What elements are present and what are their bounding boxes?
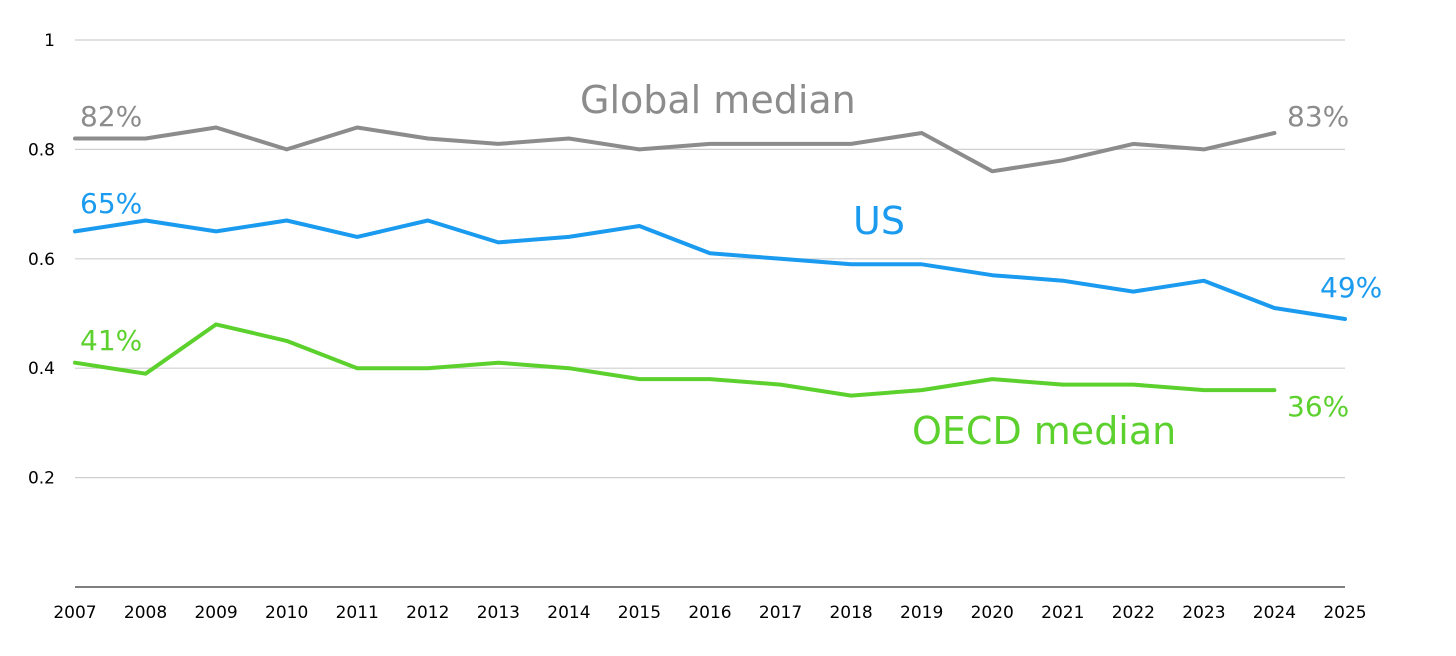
series-line-0	[73, 125, 1277, 174]
end-label-global: 83%	[1287, 100, 1349, 133]
x-tick-label: 2007	[53, 603, 96, 623]
series-name-oecd: OECD median	[912, 409, 1176, 453]
x-tick-label: 2017	[759, 603, 802, 623]
x-tick-label: 2025	[1323, 603, 1366, 623]
series-labels: Global median US OECD median 82% 83% 65%…	[80, 78, 1382, 453]
y-tick-label: 0.2	[28, 469, 55, 489]
series-line-1	[73, 218, 1347, 321]
x-tick-label: 2022	[1112, 603, 1155, 623]
series-name-global: Global median	[580, 78, 856, 122]
series-lines	[73, 125, 1347, 398]
x-tick-label: 2009	[194, 603, 237, 623]
start-label-us: 65%	[80, 187, 142, 220]
x-tick-label: 2015	[618, 603, 661, 623]
x-tick-label: 2014	[547, 603, 590, 623]
y-tick-label: 0.4	[28, 359, 55, 379]
x-tick-label: 2008	[124, 603, 167, 623]
x-tick-label: 2021	[1041, 603, 1084, 623]
x-tick-label: 2020	[971, 603, 1014, 623]
start-label-global: 82%	[80, 100, 142, 133]
end-label-oecd: 36%	[1287, 390, 1349, 423]
y-tick-label: 0.6	[28, 250, 55, 270]
start-label-oecd: 41%	[80, 324, 142, 357]
end-label-us: 49%	[1320, 271, 1382, 304]
x-tick-label: 2012	[406, 603, 449, 623]
y-tick-label: 0.8	[28, 140, 55, 160]
y-axis: 1 0.8 0.6 0.4 0.2	[28, 31, 55, 489]
x-tick-label: 2019	[900, 603, 943, 623]
x-axis: 2007 2008 2009 2010 2011 2012 2013 2014 2015 2016…	[53, 586, 1367, 623]
x-tick-label: 2013	[477, 603, 520, 623]
series-line-2	[73, 322, 1277, 398]
series-name-us: US	[853, 199, 905, 243]
x-tick-label: 2023	[1182, 603, 1225, 623]
x-tick-label: 2016	[688, 603, 731, 623]
y-tick-label: 1	[44, 31, 55, 51]
x-tick-label: 2011	[336, 603, 379, 623]
x-tick-label: 2018	[829, 603, 872, 623]
x-tick-label: 2010	[265, 603, 308, 623]
x-tick-label: 2024	[1253, 603, 1296, 623]
